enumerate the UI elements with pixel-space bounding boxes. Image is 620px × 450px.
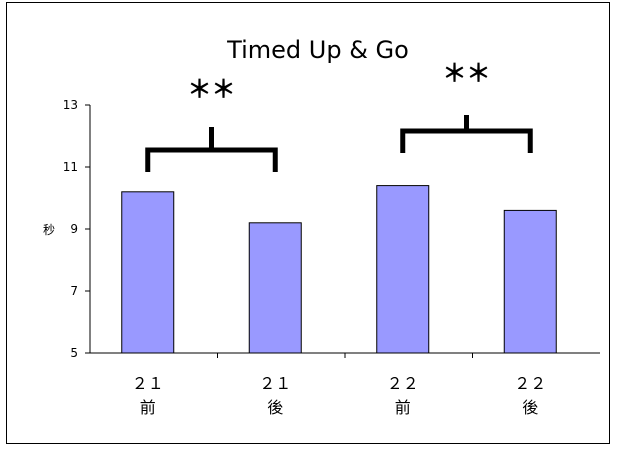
x-tick-label: ２１: [259, 374, 291, 393]
y-tick-label: 7: [70, 284, 78, 298]
x-tick-label: 前: [140, 398, 156, 417]
chart-title: Timed Up & Go: [226, 36, 409, 64]
y-tick-label: 11: [63, 160, 78, 174]
significance-bracket: [145, 127, 278, 172]
y-axis-label: 秒: [43, 223, 55, 237]
bar: [503, 209, 557, 354]
x-tick-label: ２２: [387, 374, 419, 393]
x-tick-label: 前: [395, 398, 411, 417]
x-tick-label: ２２: [514, 374, 546, 393]
y-tick-label: 5: [70, 346, 78, 360]
bar: [248, 222, 302, 354]
significance-label: ＊＊: [443, 59, 491, 87]
significance-bracket: [400, 115, 533, 153]
bar: [121, 191, 175, 354]
plot-area: 5 7 9 11 13 ２１ 前 ２１ 後 ２２ 前 ２２ 後 ＊＊ ＊＊: [63, 59, 600, 417]
x-tick-label: ２１: [132, 374, 164, 393]
y-tick-label: 9: [70, 222, 78, 236]
y-tick-label: 13: [63, 98, 78, 112]
bar: [376, 185, 430, 354]
significance-label: ＊＊: [188, 75, 236, 103]
x-tick-label: 後: [267, 398, 283, 417]
x-tick-label: 後: [522, 398, 538, 417]
